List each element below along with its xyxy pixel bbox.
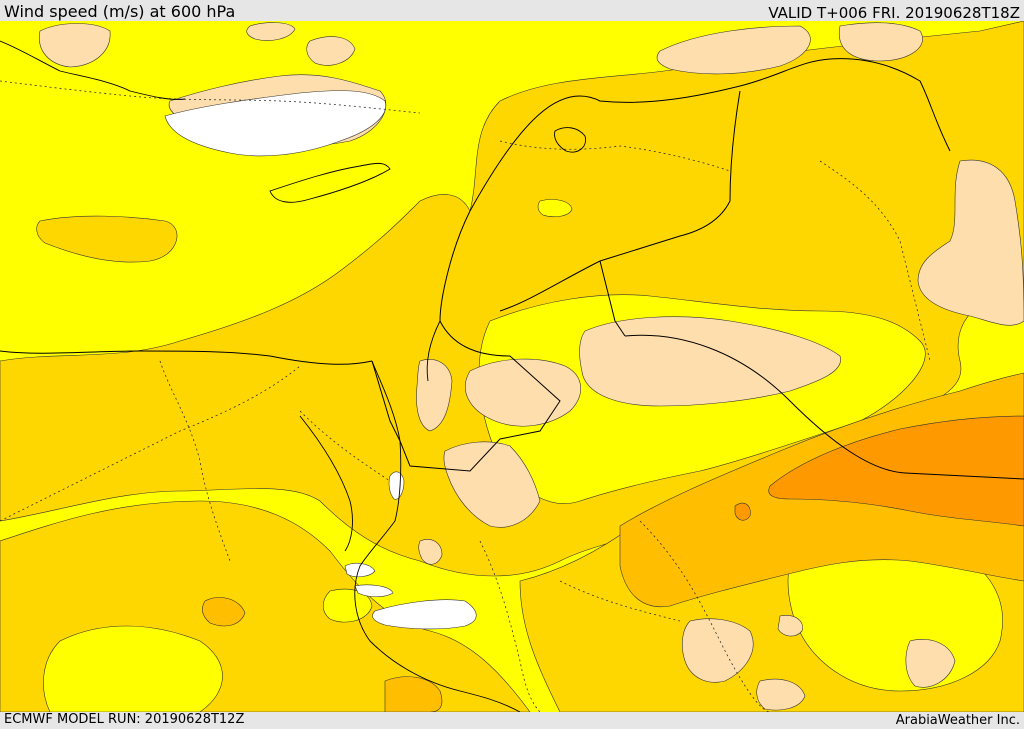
admin-boundaries [0,80,931,712]
band-lightest [164,90,477,630]
wind-speed-map [0,21,1024,712]
model-run-label: ECMWF MODEL RUN: 20190628T12Z [4,712,245,727]
map-title: Wind speed (m/s) at 600 hPa [4,2,236,21]
credit-label: ArabiaWeather Inc. [895,713,1020,728]
map-header: Wind speed (m/s) at 600 hPa VALID T+006 … [0,0,1024,21]
valid-time: VALID T+006 FRI. 20190628T18Z [768,4,1020,22]
coastlines [0,40,586,712]
country-borders [0,58,1024,480]
map-footer: ECMWF MODEL RUN: 20190628T12Z ArabiaWeat… [0,712,1024,729]
band-light [39,22,1024,711]
band-strongest [734,415,1024,527]
